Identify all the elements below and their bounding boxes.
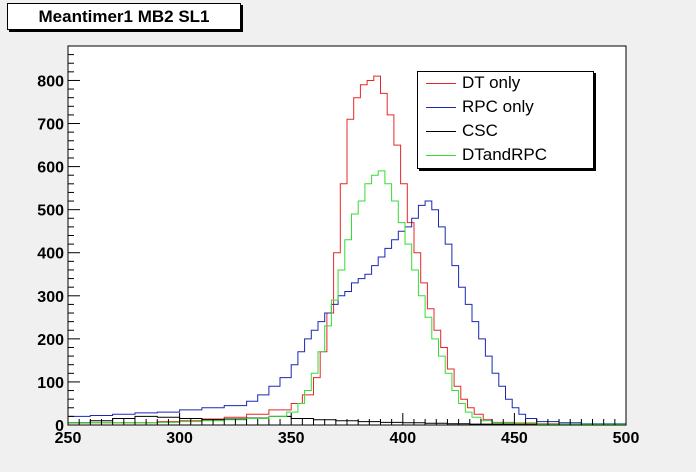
- legend-item-dtandrpc: DTandRPC: [418, 144, 593, 168]
- series-line-dtandrpc: [68, 170, 627, 425]
- series-line-rpc-only: [68, 200, 627, 425]
- y-tick-label: 0: [55, 418, 64, 435]
- legend-item-dt-only: DT only: [418, 72, 593, 96]
- series-line-csc: [68, 415, 626, 426]
- legend-label: DT only: [462, 73, 521, 92]
- y-tick-label: 200: [37, 332, 64, 349]
- legend-swatch: [426, 107, 456, 108]
- legend-item-rpc-only: RPC only: [418, 96, 593, 120]
- legend-label: RPC only: [462, 97, 534, 116]
- y-tick-label: 700: [37, 117, 64, 134]
- chart-title: Meantimer1 MB2 SL1: [7, 3, 241, 30]
- legend-label: DTandRPC: [462, 145, 548, 164]
- y-tick-label: 500: [37, 203, 64, 220]
- x-tick-label: 500: [613, 430, 640, 447]
- y-tick-label: 300: [37, 289, 64, 306]
- legend: DT only RPC only CSC DTandRPC: [417, 71, 594, 169]
- legend-item-csc: CSC: [418, 120, 593, 144]
- y-tick-label: 100: [37, 375, 64, 392]
- legend-label: CSC: [462, 121, 498, 140]
- y-tick-label: 400: [37, 246, 64, 263]
- legend-swatch: [426, 131, 456, 132]
- x-tick-label: 300: [166, 430, 193, 447]
- legend-swatch: [426, 83, 456, 84]
- x-tick-label: 400: [389, 430, 416, 447]
- y-tick-label: 800: [37, 73, 64, 90]
- legend-swatch: [426, 155, 456, 156]
- x-tick-label: 350: [278, 430, 305, 447]
- y-tick-label: 600: [37, 160, 64, 177]
- x-tick-label: 450: [501, 430, 528, 447]
- x-tick-label: 250: [55, 430, 82, 447]
- series-line-dt-only: [68, 75, 626, 425]
- axes: 250 300 350 400 450 500 0 100 200 300 400 500 600 700…: [37, 45, 640, 447]
- series-curves: [68, 75, 627, 426]
